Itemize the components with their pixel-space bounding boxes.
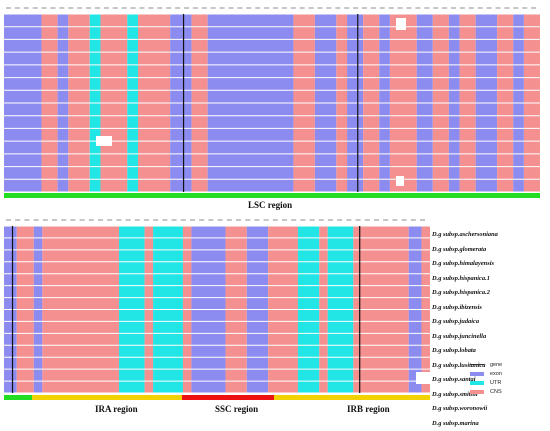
- taxon-label: D.g subsp.woronowii: [432, 402, 548, 417]
- taxon-label: D.g subsp.aschersoniana: [432, 228, 548, 243]
- legend-utr: UTR: [470, 378, 550, 387]
- irb-region-label: IRB region: [347, 404, 390, 414]
- gene-arrow-icon: [470, 364, 484, 365]
- legend-exon: exon: [470, 369, 550, 378]
- legend: gene exon UTR CNS: [470, 360, 550, 396]
- ira-region-bar: [32, 395, 182, 400]
- taxon-label: D.g subsp.marina: [432, 417, 548, 431]
- legend-gene: gene: [470, 360, 550, 369]
- deletion-gap: [396, 18, 406, 30]
- cns-swatch: [470, 390, 484, 394]
- taxon-label: D.g subsp.lobata: [432, 344, 548, 359]
- taxon-label: D.g subsp.ibizensis: [432, 301, 548, 316]
- ssc-region-label: SSC region: [215, 404, 258, 414]
- bottom-alignment-panel: [4, 226, 430, 400]
- deletion-gap: [96, 136, 112, 146]
- lsc-region-bar: [4, 395, 32, 400]
- irb-region-bar: [274, 395, 430, 400]
- utr-swatch: [470, 381, 484, 385]
- taxa-list: D.g subsp.aschersoniana D.g subsp.glomer…: [432, 228, 548, 431]
- taxon-label: D.g subsp.himalayensis: [432, 257, 548, 272]
- taxon-label: D.g subsp.judaica: [432, 315, 548, 330]
- taxon-label: D.g subsp.glomerata: [432, 243, 548, 258]
- legend-cns: CNS: [470, 387, 550, 396]
- ssc-region-bar: [182, 395, 274, 400]
- deletion-gap: [416, 372, 430, 384]
- ira-region-label: IRA region: [95, 404, 138, 414]
- deletion-gap: [396, 176, 404, 186]
- exon-swatch: [470, 372, 484, 376]
- lsc-region-label: LSC region: [248, 200, 292, 210]
- top-alignment-panel: [4, 14, 540, 198]
- taxon-label: D.g subsp.hispanica.2: [432, 286, 548, 301]
- taxon-label: D.g subsp.juncinella: [432, 330, 548, 345]
- taxon-label: D.g subsp.hispanica.1: [432, 272, 548, 287]
- lsc-region-bar: [4, 193, 540, 198]
